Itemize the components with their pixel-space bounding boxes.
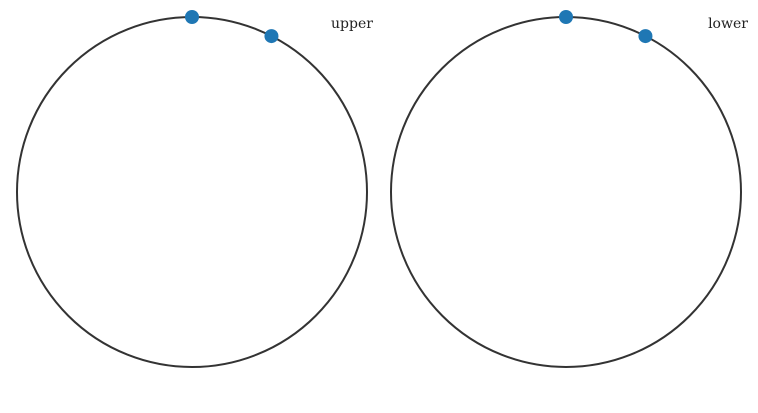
lower-point-0 [559, 10, 573, 24]
upper-point-1 [264, 29, 279, 44]
lower-circle [390, 16, 742, 368]
panel-upper: upper [16, 10, 373, 368]
upper-circle [16, 16, 368, 368]
upper-points [185, 10, 279, 44]
upper-point-0 [185, 10, 199, 24]
lower-point-1 [638, 29, 653, 44]
lower-label: lower [708, 16, 748, 32]
lower-points [559, 10, 653, 44]
panel-lower: lower [390, 10, 748, 368]
upper-label: upper [331, 16, 373, 32]
